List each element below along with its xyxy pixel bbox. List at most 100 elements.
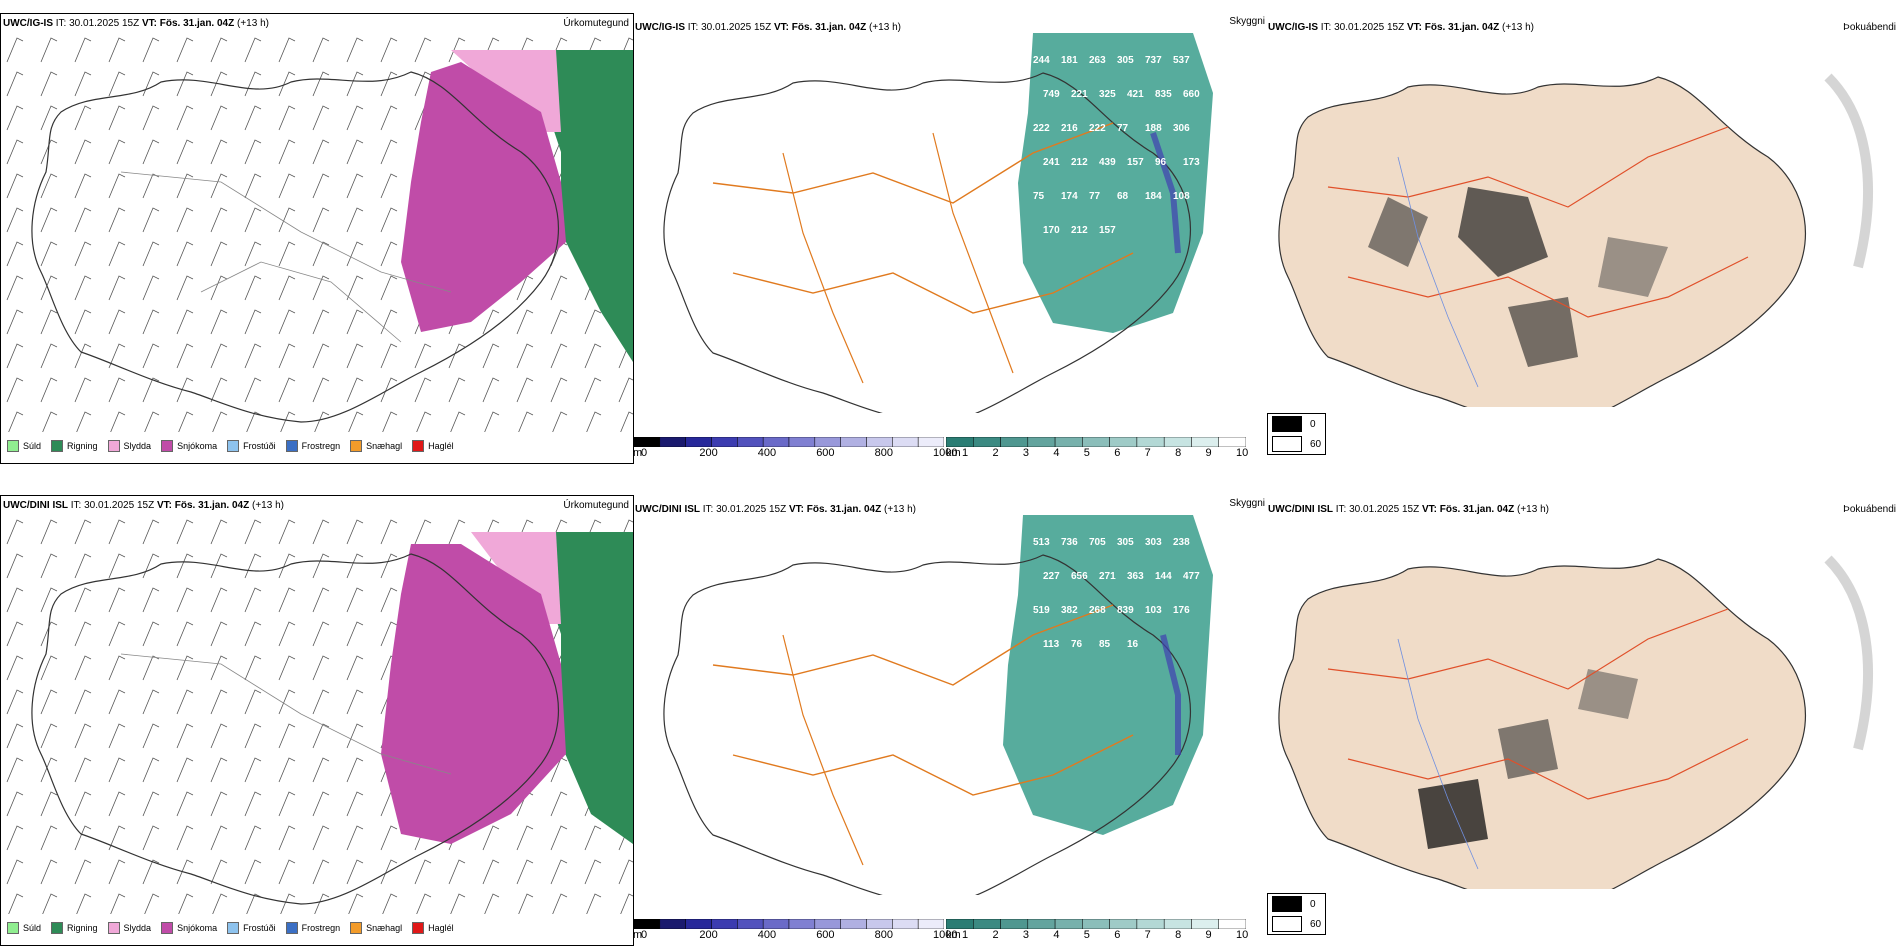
- legend-swatch: [161, 922, 174, 934]
- colorbar-segment: [685, 437, 712, 447]
- panel-title: Úrkomutegund: [563, 500, 629, 511]
- colorbar-tick: 9: [1205, 447, 1212, 459]
- colorbar-segment: [946, 437, 974, 447]
- snow-depth-label: 103: [1145, 605, 1162, 616]
- colorbar-tick: 800: [874, 929, 893, 941]
- snow-depth-label: 157: [1127, 157, 1144, 168]
- snow-depth-label: 705: [1089, 537, 1106, 548]
- precip-map: [1, 514, 633, 914]
- legend-swatch: [285, 922, 298, 934]
- snow-depth-label: 537: [1173, 55, 1190, 66]
- snow-depth-label: 736: [1061, 537, 1078, 548]
- snow-depth-label: 77: [1089, 191, 1101, 202]
- colorbar-segment: [711, 919, 738, 929]
- visibility-map: 513 736 705 305 303 238 227 656 271 363 144 477 519 3…: [663, 515, 1213, 895]
- colorbar-segment: [866, 437, 893, 447]
- cloud-legend-swatch: [1272, 416, 1302, 432]
- legend-label: Súld: [23, 923, 42, 933]
- colorbar-segment: [1000, 919, 1029, 929]
- colorbar-tick: 10: [1236, 929, 1249, 941]
- snow-depth-label: 839: [1117, 605, 1134, 616]
- snow-depth-label: 363: [1127, 571, 1144, 582]
- colorbar-tick: 8: [1175, 447, 1182, 459]
- colorbar-segment: [788, 919, 816, 929]
- colorbar-segment: [1054, 919, 1083, 929]
- panel-header: UWC/DINI ISL IT: 30.01.2025 15Z VT: Fös.…: [1268, 504, 1549, 515]
- legend-swatch: [412, 440, 425, 452]
- legend-item: Súld: [7, 922, 41, 934]
- snow-depth-label: 305: [1117, 55, 1134, 66]
- colorbar-segment: [840, 919, 867, 929]
- snow-depth-label: 421: [1127, 89, 1144, 100]
- colorbar-segment: [1218, 437, 1246, 447]
- colorbar-segment: [634, 437, 661, 447]
- snow-colorbar: [634, 919, 944, 929]
- legend-swatch: [51, 922, 64, 934]
- colorbar-segment: [1082, 919, 1110, 929]
- cloud-legend-label: 60: [1310, 438, 1322, 450]
- colorbar-tick: 1000: [933, 447, 958, 459]
- snow-depth-label: 227: [1043, 571, 1060, 582]
- cloud-base-panel-top: UWC/IG-IS IT: 30.01.2025 15Z VT: Fös. 31…: [1268, 13, 1900, 413]
- vis-colorbar-ticks: km 1 2 3 4 5 6 7 8 9 10: [946, 929, 1249, 943]
- colorbar-segment: [1082, 437, 1110, 447]
- legend-item: Haglél: [412, 440, 454, 452]
- snow-depth-label: 96: [1155, 157, 1167, 168]
- legend-item: Rigning: [51, 922, 98, 934]
- cloud-legend-swatch: [1272, 436, 1302, 452]
- cloud-legend-swatch: [1272, 896, 1302, 912]
- colorbar-segment: [1218, 919, 1246, 929]
- colorbar-segment: [892, 919, 919, 929]
- snow-depth-label: 68: [1117, 191, 1129, 202]
- snow-depth-label: 263: [1089, 55, 1106, 66]
- snow-depth-label: 222: [1089, 123, 1106, 134]
- colorbar-segment: [973, 437, 1001, 447]
- legend-item: Slydda: [107, 922, 151, 934]
- legend-item: Snjókoma: [161, 440, 217, 452]
- colorbar-segment: [1191, 437, 1219, 447]
- colorbar-segment: [659, 919, 686, 929]
- snow-depth-label: 157: [1099, 225, 1116, 236]
- legend-item: Frostúði: [227, 440, 276, 452]
- colorbar-tick: 6: [1114, 447, 1121, 459]
- legend-item: Snæhagl: [350, 922, 402, 934]
- snow-depth-label: 660: [1183, 89, 1200, 100]
- colorbar-tick: 5: [1083, 447, 1090, 459]
- legend-swatch: [227, 922, 240, 934]
- colorbar-segment: [946, 919, 974, 929]
- legend-item: Haglél: [412, 922, 454, 934]
- snow-depth-label: 244: [1033, 55, 1050, 66]
- legend-swatch: [7, 440, 19, 452]
- colorbar-segment: [685, 919, 712, 929]
- snow-depth-label: 222: [1033, 123, 1050, 134]
- cloud-base-panel-bottom: UWC/DINI ISL IT: 30.01.2025 15Z VT: Fös.…: [1268, 495, 1900, 895]
- visibility-map: 244 181 263 305 737 537 749 221 325 421 835 660 222 2…: [663, 33, 1213, 413]
- panel-title: Þokuábendi: [1843, 504, 1896, 515]
- colorbar-segment: [762, 437, 790, 447]
- snow-depth-label: 173: [1183, 157, 1200, 168]
- vis-colorbar-ticks: km 1 2 3 4 5 6 7 8 9 10: [946, 447, 1248, 461]
- colorbar-tick: 6: [1114, 929, 1121, 941]
- snow-depth-label: 85: [1099, 639, 1111, 650]
- legend-label: Rigning: [67, 923, 98, 933]
- snow-depth-label: 306: [1173, 123, 1190, 134]
- snow-depth-label: 212: [1071, 225, 1088, 236]
- legend-swatch: [107, 922, 120, 934]
- panel-header: UWC/IG-IS IT: 30.01.2025 15Z VT: Fös. 31…: [635, 22, 901, 33]
- colorbar-segment: [1109, 437, 1138, 447]
- colorbar-segment: [840, 437, 867, 447]
- panel-header: UWC/IG-IS IT: 30.01.2025 15Z VT: Fös. 31…: [3, 18, 269, 29]
- colorbar-unit: m: [633, 447, 643, 459]
- legend-swatch: [107, 440, 120, 452]
- legend-label: Súld: [23, 441, 42, 451]
- precip-type-panel-top: UWC/IG-IS IT: 30.01.2025 15Z VT: Fös. 31…: [0, 13, 634, 464]
- snow-depth-label: 113: [1043, 639, 1060, 650]
- colorbar-tick: 3: [1022, 447, 1029, 459]
- legend-label: Frostregn: [301, 923, 341, 933]
- legend-label: Snæhagl: [366, 923, 403, 933]
- colorbar-tick: 3: [1022, 929, 1029, 941]
- colorbar-segment: [973, 919, 1001, 929]
- cloud-base-map: [1278, 73, 1873, 407]
- cloud-legend-item: 0: [1268, 894, 1325, 914]
- snow-depth-label: 737: [1145, 55, 1162, 66]
